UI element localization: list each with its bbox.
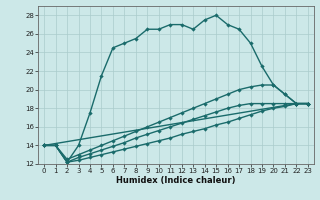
X-axis label: Humidex (Indice chaleur): Humidex (Indice chaleur) — [116, 176, 236, 185]
